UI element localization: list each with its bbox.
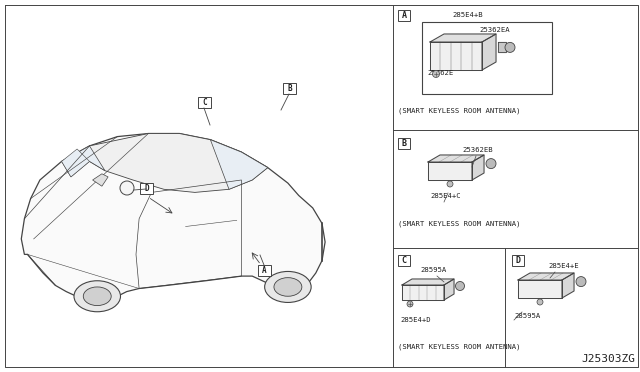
Polygon shape xyxy=(21,134,325,301)
Ellipse shape xyxy=(265,272,311,302)
Text: C: C xyxy=(202,98,207,107)
Circle shape xyxy=(447,181,453,187)
Text: 285E4+B: 285E4+B xyxy=(452,12,483,18)
Text: 25362EB: 25362EB xyxy=(462,147,493,153)
Text: (SMART KEYLESS ROOM ANTENNA): (SMART KEYLESS ROOM ANTENNA) xyxy=(398,107,520,113)
Bar xyxy=(398,138,410,149)
Polygon shape xyxy=(518,280,562,298)
Circle shape xyxy=(120,181,134,195)
Circle shape xyxy=(433,71,440,77)
Circle shape xyxy=(407,301,413,307)
Polygon shape xyxy=(90,134,268,192)
Text: 25362E: 25362E xyxy=(427,70,453,76)
Polygon shape xyxy=(93,174,108,186)
Text: 285E4+C: 285E4+C xyxy=(430,193,461,199)
Polygon shape xyxy=(472,155,484,180)
Bar xyxy=(398,255,410,266)
Polygon shape xyxy=(562,273,574,298)
Text: 25362EA: 25362EA xyxy=(479,27,509,33)
Text: D: D xyxy=(144,184,149,193)
Circle shape xyxy=(576,277,586,286)
Text: B: B xyxy=(287,84,292,93)
Ellipse shape xyxy=(74,281,120,312)
Text: (SMART KEYLESS ROOM ANTENNA): (SMART KEYLESS ROOM ANTENNA) xyxy=(398,220,520,227)
Polygon shape xyxy=(482,34,496,70)
Polygon shape xyxy=(444,279,454,300)
Text: A: A xyxy=(401,11,406,20)
Polygon shape xyxy=(430,42,482,70)
Bar xyxy=(422,22,552,94)
Circle shape xyxy=(456,282,465,291)
Bar xyxy=(140,183,153,194)
Text: D: D xyxy=(515,256,520,265)
Circle shape xyxy=(505,42,515,52)
Text: (SMART KEYLESS ROOM ANTENNA): (SMART KEYLESS ROOM ANTENNA) xyxy=(398,343,520,350)
Text: C: C xyxy=(401,256,406,265)
Polygon shape xyxy=(211,140,268,189)
Polygon shape xyxy=(61,149,90,177)
Polygon shape xyxy=(498,42,506,52)
Circle shape xyxy=(486,158,496,169)
Polygon shape xyxy=(430,34,496,42)
Ellipse shape xyxy=(83,287,111,305)
Text: B: B xyxy=(401,139,406,148)
Text: 28595A: 28595A xyxy=(514,313,540,319)
Polygon shape xyxy=(518,273,574,280)
Polygon shape xyxy=(428,162,472,180)
Bar xyxy=(283,83,296,94)
Text: 285E4+D: 285E4+D xyxy=(400,317,431,323)
Polygon shape xyxy=(428,155,484,162)
Bar xyxy=(258,265,271,276)
Circle shape xyxy=(537,299,543,305)
Text: J25303ZG: J25303ZG xyxy=(581,354,635,364)
Bar xyxy=(198,97,211,108)
Text: A: A xyxy=(262,266,267,275)
Bar xyxy=(512,255,524,266)
Polygon shape xyxy=(402,285,444,300)
Polygon shape xyxy=(402,279,454,285)
Bar xyxy=(398,10,410,21)
Ellipse shape xyxy=(274,278,302,296)
Text: 28595A: 28595A xyxy=(420,267,446,273)
Polygon shape xyxy=(61,146,105,177)
Text: 285E4+E: 285E4+E xyxy=(548,263,579,269)
